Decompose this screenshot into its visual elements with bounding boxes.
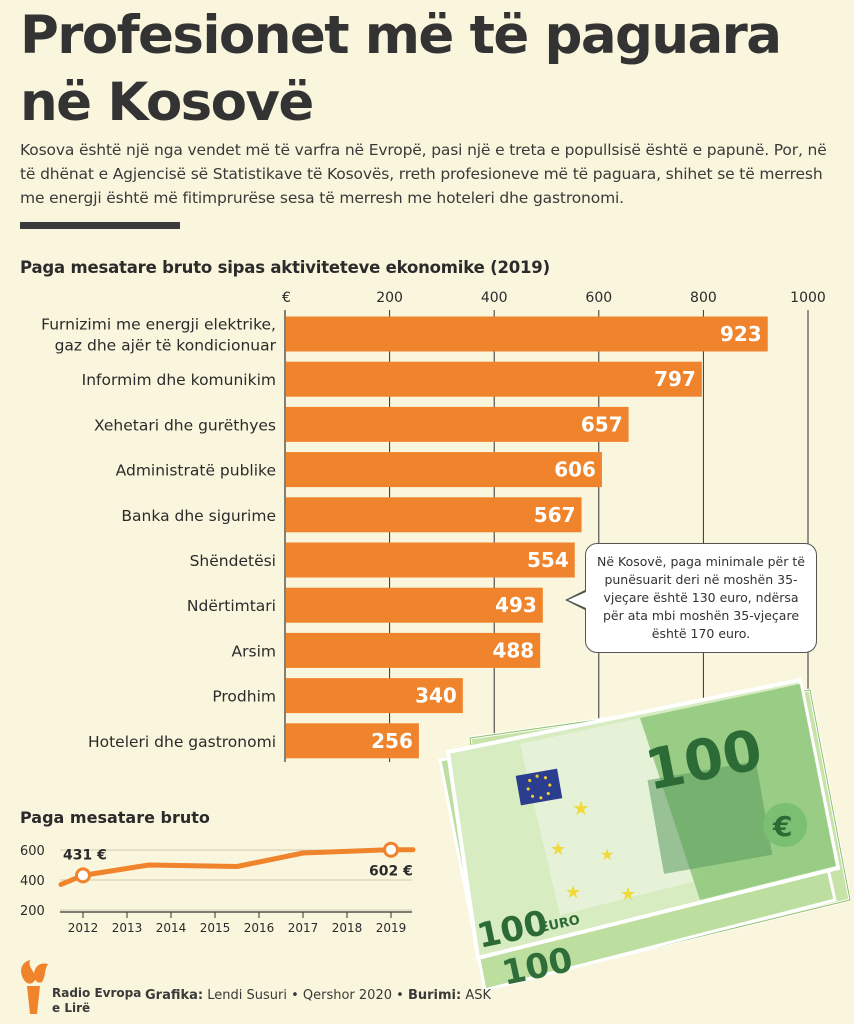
bar: [286, 452, 602, 488]
category-label: Banka dhe sigurime: [121, 507, 276, 525]
burimi-label: Burimi:: [407, 988, 462, 1003]
bar: [286, 587, 543, 623]
euro-symbol-icon: €: [772, 810, 792, 843]
data-point-marker: [75, 867, 91, 884]
x-tick-label: 1000: [790, 290, 826, 306]
svg-text:★: ★: [600, 845, 614, 864]
page-title: Profesionet më të paguara në Kosovë: [20, 5, 782, 133]
bar-value-label: 606: [554, 458, 596, 482]
category-label: Furnizimi me energji elektrike,: [41, 316, 276, 334]
x-tick-label: 200: [376, 290, 403, 306]
x-tick-label: 2018: [332, 921, 363, 935]
minimum-wage-note: Në Kosovë, paga minimale për të punësuar…: [585, 543, 817, 653]
data-point-label: 431 €: [63, 847, 107, 863]
note-callout-tail-inner: [568, 592, 586, 608]
bar-value-label: 554: [527, 548, 569, 572]
category-label: Administratë publike: [116, 462, 276, 480]
data-point-marker: [383, 841, 399, 858]
bar-value-label: 657: [581, 412, 623, 436]
bar-value-label: 567: [534, 503, 576, 527]
category-label: Informim dhe komunikim: [82, 371, 276, 389]
bar-value-label: 493: [495, 593, 537, 617]
y-tick-label: 200: [20, 904, 45, 919]
footer-credits: Grafika: Lendi Susuri • Qershor 2020 • B…: [145, 988, 491, 1003]
category-label: Xehetari dhe gurëthyes: [94, 416, 276, 434]
bar-value-label: 488: [492, 638, 534, 662]
category-label: Ndërtimtari: [187, 597, 276, 615]
svg-text:★: ★: [620, 884, 636, 905]
bar-value-label: 797: [654, 367, 696, 391]
bar: [286, 678, 463, 714]
logo-text: Radio Evropa e Lirë: [52, 986, 141, 1016]
svg-text:★: ★: [572, 796, 590, 820]
category-label: Hoteleri dhe gastronomi: [88, 733, 276, 751]
x-tick-label: 2012: [68, 921, 99, 935]
bar: [286, 542, 575, 578]
y-tick-label: 400: [20, 874, 45, 889]
bar: [286, 723, 419, 759]
category-label: Prodhim: [212, 688, 276, 706]
y-tick-label: 600: [20, 844, 45, 859]
x-tick-label: 2014: [156, 921, 187, 935]
bar: [286, 632, 541, 668]
x-tick-label: 2017: [288, 921, 319, 935]
bar: [286, 361, 702, 397]
svg-text:★: ★: [550, 839, 566, 860]
banknote-front: ★ ★ ★ ★ ★ 100 € 100 EURO: [445, 677, 841, 961]
data-point-label: 602 €: [369, 864, 413, 880]
torch-flame-icon: [21, 960, 48, 1014]
axis-unit-label: €: [282, 290, 291, 306]
x-tick-label: 400: [481, 290, 508, 306]
category-label: gaz dhe ajër të kondicionuar: [55, 337, 277, 355]
burimi-value: ASK: [465, 988, 491, 1003]
eu-flag-icon: [515, 768, 563, 806]
bar-chart-title: Paga mesatare bruto sipas aktiviteteve e…: [20, 258, 550, 277]
logo-text-line-1: Radio Evropa: [52, 986, 142, 1000]
bar-chart: €200 400 600 800 1000 923 Furnizimi me energji…: [41, 290, 826, 762]
line-chart-title: Paga mesatare bruto: [20, 808, 210, 827]
bar-value-label: 923: [720, 322, 762, 346]
bar: [286, 406, 629, 442]
star-icons: ★ ★ ★ ★ ★: [550, 796, 636, 905]
grafika-value: Lendi Susuri • Qershor 2020 •: [207, 988, 404, 1003]
bar-value-label: 340: [415, 684, 457, 708]
x-tick-label: 2015: [200, 921, 231, 935]
bar-value-label: 256: [371, 729, 413, 753]
logo-text-line-2: e Lirë: [52, 1001, 91, 1015]
category-label: Arsim: [232, 642, 276, 660]
page-subtitle: Kosova është një nga vendet më të varfra…: [20, 141, 827, 207]
x-tick-label: 800: [690, 290, 717, 306]
x-tick-label: 2016: [244, 921, 275, 935]
x-tick-label: 2013: [112, 921, 143, 935]
title-divider: [20, 222, 180, 229]
bar: [286, 497, 582, 533]
x-tick-label: 2019: [376, 921, 407, 935]
category-label: Shëndetësi: [190, 552, 276, 570]
bar: [286, 316, 768, 352]
grafika-label: Grafika:: [145, 988, 204, 1003]
x-tick-label: 600: [585, 290, 612, 306]
svg-text:★: ★: [565, 882, 581, 903]
